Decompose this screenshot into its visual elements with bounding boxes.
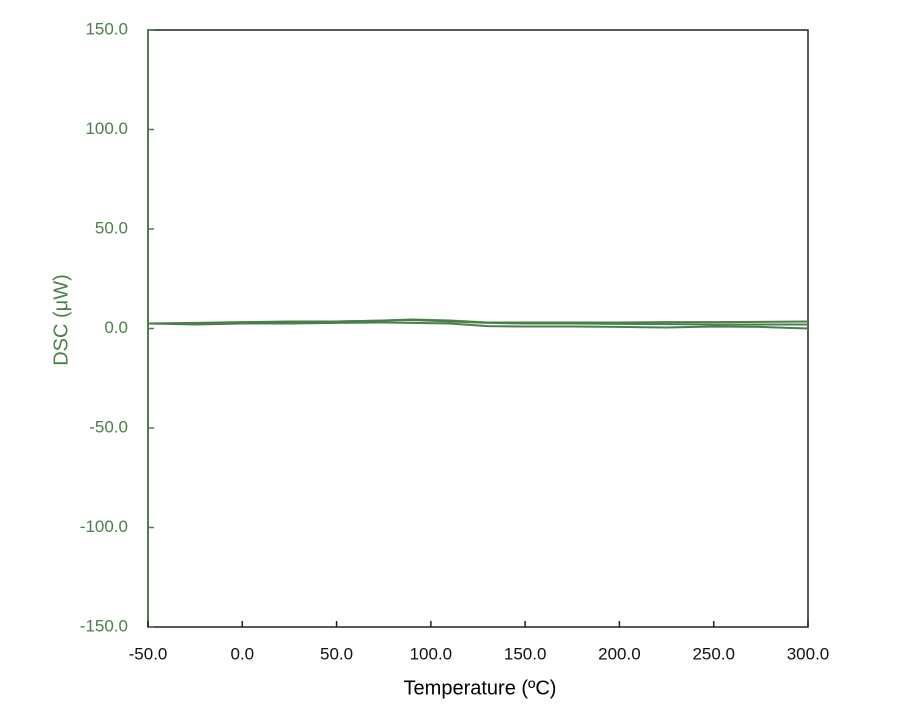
x-tick-label: 0.0: [230, 644, 254, 663]
y-tick-label: 150.0: [85, 19, 128, 38]
y-tick-label: 50.0: [95, 218, 128, 237]
plot-frame: [147, 29, 809, 628]
y-tick-label: 0.0: [104, 318, 128, 337]
x-tick-label: 250.0: [692, 644, 735, 663]
y-tick-label: 100.0: [85, 119, 128, 138]
x-tick-label: 100.0: [410, 644, 453, 663]
data-line: [148, 318, 808, 326]
x-axis-label: Temperature (ºC): [404, 677, 557, 699]
x-tick-label: 150.0: [504, 644, 547, 663]
y-axis-label: DSC (μW): [50, 274, 72, 366]
x-tick-label: 50.0: [320, 644, 353, 663]
x-tick-label: 200.0: [598, 644, 641, 663]
y-tick-label: -150.0: [80, 616, 128, 635]
x-tick-label: 300.0: [787, 644, 830, 663]
y-tick-label: -100.0: [80, 517, 128, 536]
data-line: [147, 321, 809, 330]
x-tick-label: -50.0: [129, 644, 168, 663]
y-tick-label: -50.0: [89, 417, 128, 436]
